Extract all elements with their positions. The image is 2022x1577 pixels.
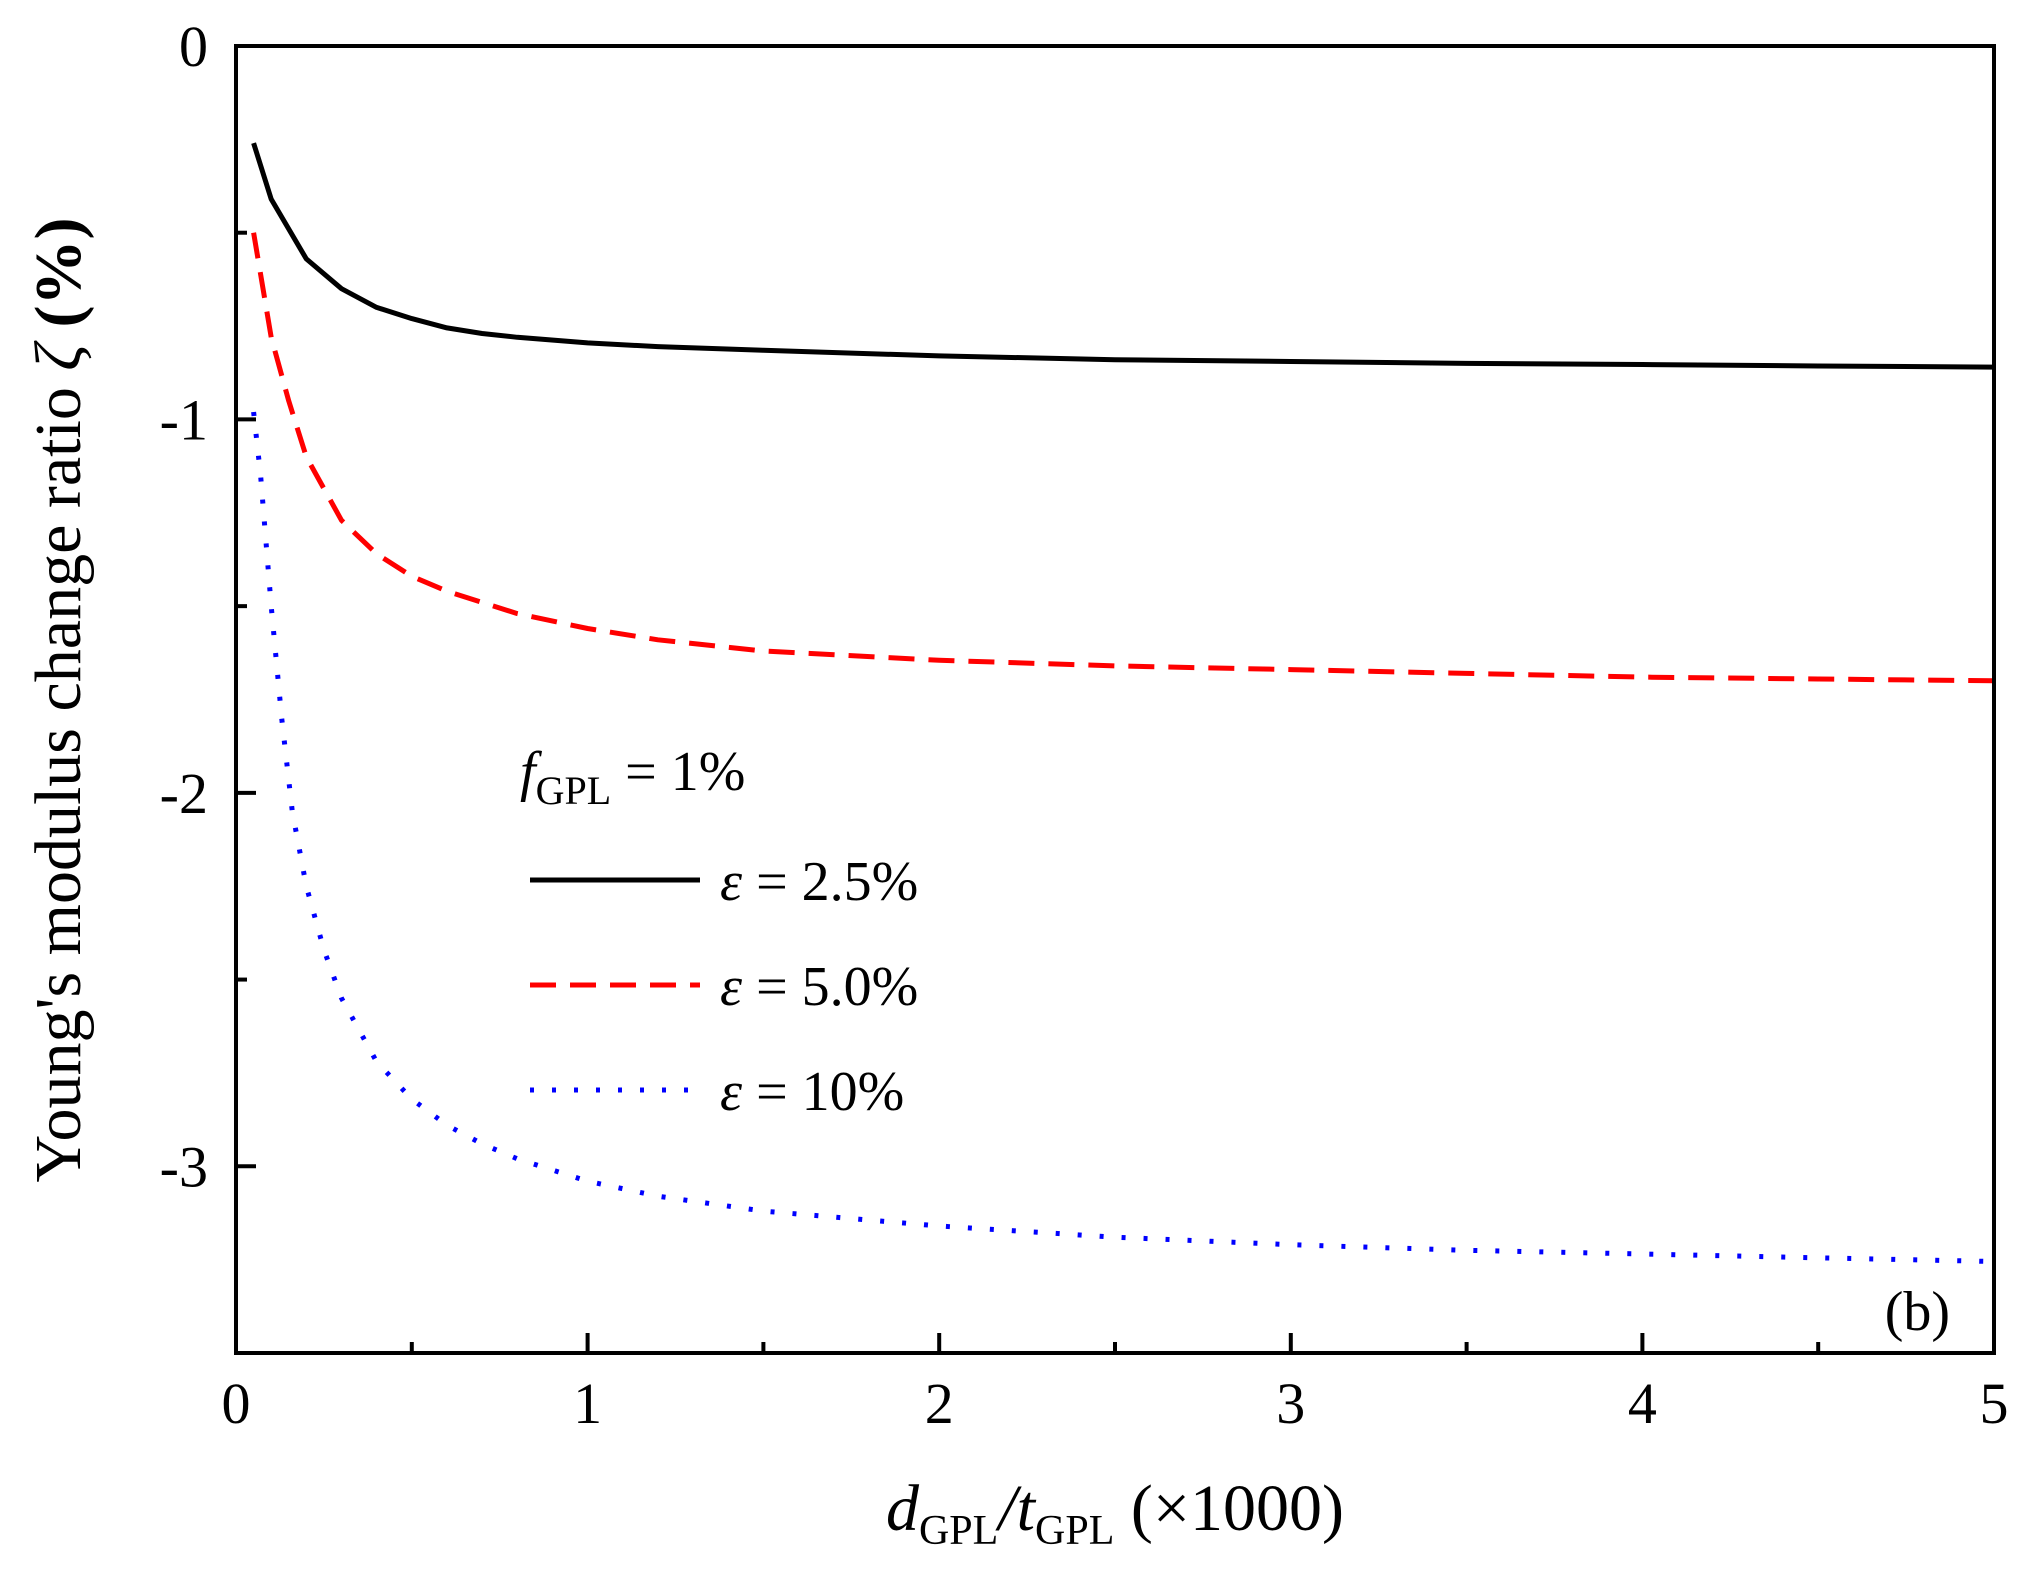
panel-label: (b) bbox=[1885, 1281, 1950, 1343]
x-tick-label-2: 2 bbox=[925, 1371, 954, 1436]
x-tick-label-3: 3 bbox=[1276, 1371, 1305, 1436]
y-tick-label-0: 0 bbox=[179, 14, 208, 79]
x-tick-label-1: 1 bbox=[573, 1371, 602, 1436]
plot-area bbox=[236, 46, 1994, 1353]
series-layer bbox=[251, 142, 1995, 1264]
legend-header: fGPL = 1% bbox=[520, 741, 745, 813]
tick-label-layer: 0 1 2 3 4 5 0 -1 -2 -3 bbox=[160, 14, 2009, 1436]
x-axis-title: dGPL/tGPL (×1000) bbox=[886, 1472, 1344, 1554]
x-tick-label-4: 4 bbox=[1628, 1371, 1657, 1436]
y-tick-label-3: -3 bbox=[160, 1134, 208, 1199]
y-tick-label-2: -2 bbox=[160, 761, 208, 826]
legend-label-series-0: ε = 2.5% bbox=[720, 851, 918, 913]
plot-frame bbox=[234, 44, 1996, 1355]
x-tick-label-0: 0 bbox=[222, 1371, 251, 1436]
legend-label-series-1: ε = 5.0% bbox=[720, 956, 918, 1018]
legend: fGPL = 1% ε = 2.5% ε = 5.0% ε = 10% bbox=[520, 741, 918, 1123]
y-tick-label-1: -1 bbox=[160, 387, 208, 452]
series-line-1 bbox=[251, 232, 1995, 684]
legend-label-series-2: ε = 10% bbox=[720, 1061, 904, 1123]
series-line-0 bbox=[251, 142, 1995, 370]
y-axis-title: Young's modulus change ratio ζ (%) bbox=[22, 217, 95, 1182]
x-tick-label-5: 5 bbox=[1980, 1371, 2009, 1436]
